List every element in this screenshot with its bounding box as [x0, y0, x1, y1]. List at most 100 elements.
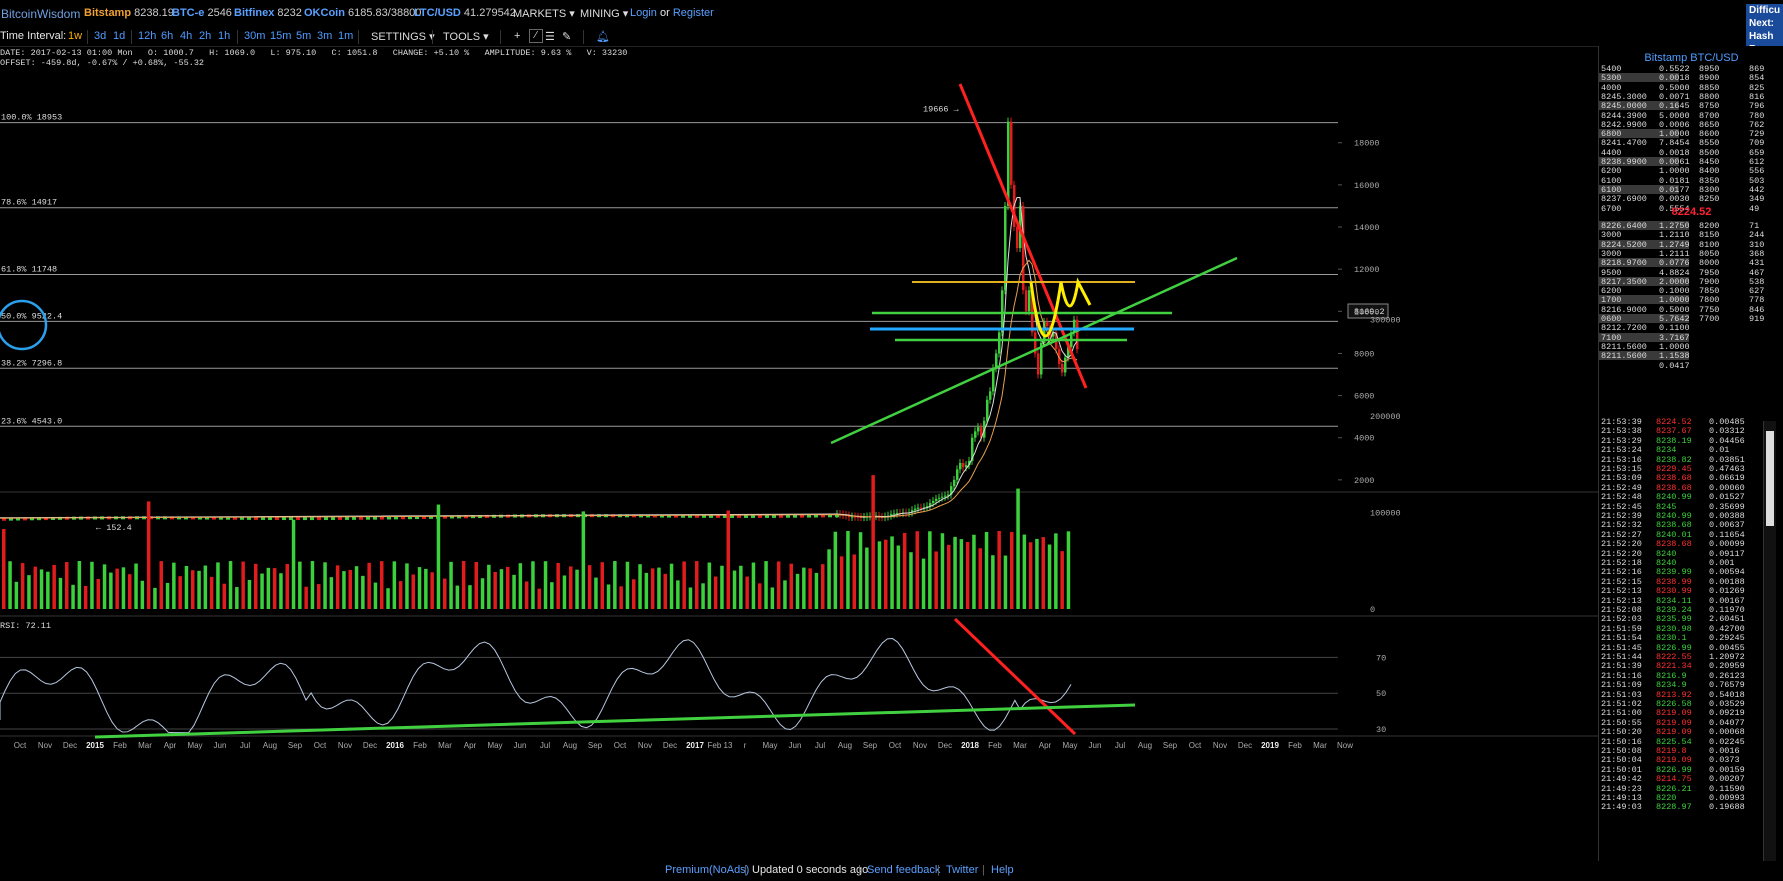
volume-bar — [461, 561, 466, 609]
twitter-link[interactable]: Twitter — [946, 864, 979, 876]
interval-6h[interactable]: 6h — [161, 30, 174, 42]
ticker-okcoin[interactable]: OKCoin 6185.83/38800 — [304, 7, 421, 19]
volume-bar — [991, 555, 995, 609]
peak-annotation: 19666 → — [923, 105, 960, 115]
feedback-link[interactable]: Send feedback — [867, 864, 941, 876]
divider — [500, 30, 501, 44]
trades-scrollbar[interactable] — [1763, 421, 1776, 863]
trade-amount: 0.42700 — [1709, 623, 1745, 634]
volume-bar — [827, 549, 831, 609]
x-tick-label: Oct — [889, 741, 902, 750]
volume-bar — [90, 561, 94, 609]
ohlc-line-1: DATE: 2017-02-13 01:00 Mon O: 1000.7 H: … — [0, 48, 628, 58]
interval-4h[interactable]: 4h — [180, 30, 193, 42]
volume-bar — [165, 582, 170, 609]
ticker-name: Bitfinex — [234, 7, 275, 19]
volume-bar — [625, 561, 630, 609]
candle — [828, 514, 832, 518]
volume-bar — [663, 573, 667, 609]
pen-tool-icon[interactable]: ✎ — [562, 31, 572, 43]
candle — [1028, 290, 1031, 312]
interval-2h[interactable]: 2h — [199, 30, 212, 42]
interval-1d[interactable]: 1d — [113, 30, 126, 42]
trade-row: 21:52:48 8240.99 0.01527 — [1599, 492, 1783, 502]
candle — [268, 516, 272, 520]
crosshair-icon[interactable]: + — [514, 30, 521, 42]
volume-bar — [802, 567, 806, 609]
volume-bar — [928, 531, 932, 609]
amount-cell: 0.0018 — [1659, 147, 1690, 158]
volume-bar — [1066, 531, 1071, 609]
scroll-thumb[interactable] — [1766, 431, 1774, 526]
volume-bar — [569, 566, 573, 609]
trade-row: 21:52:16 8239.99 0.00594 — [1599, 567, 1783, 577]
trade-row: 21:52:27 8240.01 0.11654 — [1599, 530, 1783, 540]
price-cell: 4000 — [1601, 82, 1622, 93]
candle — [373, 516, 377, 520]
trade-time: 21:52:03 — [1601, 614, 1642, 625]
trade-amount: 0.00068 — [1709, 727, 1745, 738]
volume-bar — [833, 531, 838, 609]
volume-bar — [493, 571, 497, 609]
interval-3m[interactable]: 3m — [317, 30, 333, 42]
trade-time: 21:52:13 — [1601, 595, 1642, 606]
interval-12h[interactable]: 12h — [138, 30, 157, 42]
candle — [1064, 357, 1067, 373]
volume-bar — [650, 568, 655, 609]
candle — [702, 514, 706, 518]
volume-bar — [865, 547, 869, 609]
volume-bar — [235, 587, 239, 609]
resistance-trendline — [958, 83, 1088, 389]
trade-amount: 0.11970 — [1709, 605, 1745, 615]
mining-menu[interactable]: MINING ▾ — [580, 7, 628, 20]
trade-time: 21:51:44 — [1601, 652, 1642, 662]
trade-price: 8240 — [1656, 548, 1677, 559]
candle — [814, 514, 818, 518]
ticker-name: LTC/USD — [414, 7, 461, 19]
interval-1w[interactable]: 1w — [68, 30, 83, 42]
amount-cell: 0.0177 — [1659, 184, 1690, 195]
ticker-ltc[interactable]: LTC/USD 41.279542 — [414, 7, 516, 19]
ticker-bitstamp[interactable]: Bitstamp 8238.19 — [84, 7, 174, 19]
volume-bar — [884, 539, 888, 609]
interval-3d[interactable]: 3d — [94, 30, 107, 42]
hlines-tool-icon[interactable]: ☰ — [545, 31, 555, 43]
login-link[interactable]: Login — [630, 7, 657, 19]
alert-bell-icon[interactable]: 🔔︎ — [596, 31, 610, 43]
network-stats-box: Difficu Next: Hash R — [1746, 4, 1783, 48]
volume-bar — [128, 574, 132, 609]
volume-bar — [140, 580, 145, 609]
x-tick-label: Mar — [438, 741, 452, 750]
caret-down-icon: ▾ — [569, 8, 575, 20]
trade-price: 8216.9 — [1656, 670, 1687, 681]
line-tool-icon[interactable]: ⁄ — [529, 29, 543, 43]
trade-price: 8240.01 — [1656, 529, 1692, 540]
trade-amount: 0.00637 — [1709, 520, 1745, 531]
register-link[interactable]: Register — [672, 7, 714, 19]
trade-amount: 0.00388 — [1709, 511, 1745, 521]
divider — [237, 30, 238, 44]
candle — [977, 427, 980, 432]
interval-30m[interactable]: 30m — [244, 30, 266, 42]
ticker-btce[interactable]: BTC-e 2546 — [172, 7, 232, 19]
premium-link[interactable]: Premium(NoAds) — [665, 864, 750, 876]
depth-total-cell: 816 — [1749, 91, 1765, 102]
trade-amount: 0.29245 — [1709, 633, 1745, 644]
price-chart[interactable]: 100.0% 18953 78.6% 14917 61.8% 11748 50.0% … — [0, 46, 1598, 861]
tools-menu[interactable]: TOOLS ▾ — [443, 30, 489, 43]
price-cell: 4400 — [1601, 147, 1622, 158]
depth-price-cell: 8100 — [1699, 239, 1720, 250]
settings-menu[interactable]: SETTINGS ▾ — [371, 30, 435, 43]
candle — [986, 399, 989, 421]
ticker-bitfinex[interactable]: Bitfinex 8232 — [234, 7, 302, 19]
volume-bar — [657, 567, 661, 609]
site-logo[interactable]: BitcoinWisdom — [1, 7, 81, 21]
interval-5m[interactable]: 5m — [296, 30, 312, 42]
markets-menu[interactable]: MARKETS ▾ — [513, 7, 575, 20]
help-link[interactable]: Help — [991, 864, 1014, 876]
trade-time: 21:50:20 — [1601, 727, 1642, 738]
interval-1h[interactable]: 1h — [218, 30, 231, 42]
volume-bar — [354, 566, 359, 609]
interval-15m[interactable]: 15m — [270, 30, 292, 42]
interval-1m[interactable]: 1m — [338, 30, 354, 42]
